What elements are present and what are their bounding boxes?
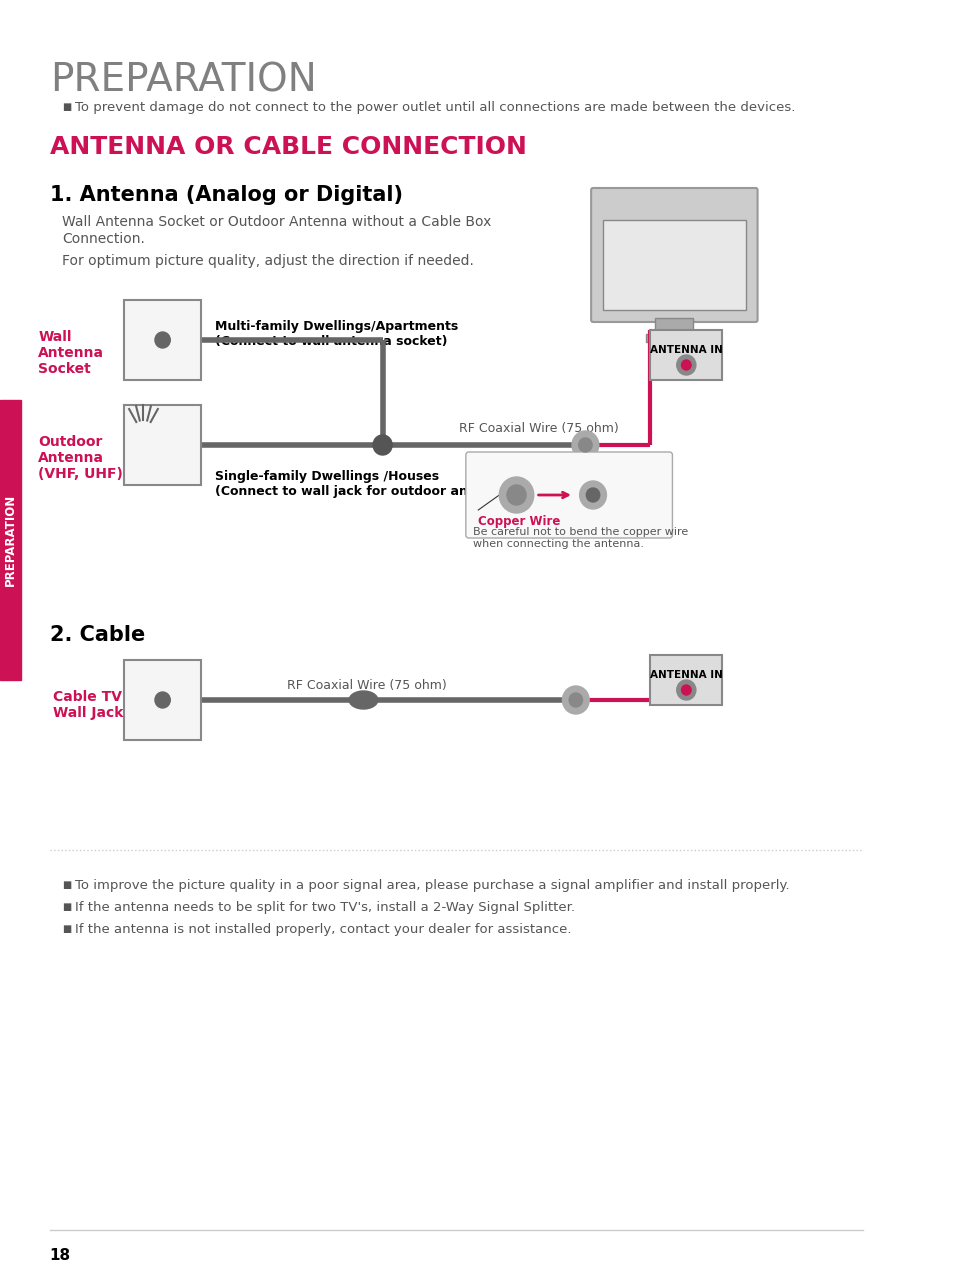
- Bar: [124, 660, 201, 740]
- Text: 1. Antenna (Analog or Digital): 1. Antenna (Analog or Digital): [50, 184, 402, 205]
- Bar: [0, 399, 21, 681]
- Bar: [645, 335, 702, 342]
- Text: For optimum picture quality, adjust the direction if needed.: For optimum picture quality, adjust the …: [62, 254, 474, 268]
- Text: Wall Antenna Socket or Outdoor Antenna without a Cable Box: Wall Antenna Socket or Outdoor Antenna w…: [62, 215, 491, 229]
- Circle shape: [578, 438, 592, 452]
- Bar: [124, 404, 201, 485]
- Text: ANTENNA IN: ANTENNA IN: [649, 345, 722, 355]
- Text: If the antenna needs to be split for two TV's, install a 2-Way Signal Splitter.: If the antenna needs to be split for two…: [74, 901, 574, 915]
- Circle shape: [569, 693, 582, 707]
- Text: ■: ■: [62, 902, 71, 912]
- Text: Cable TV
Wall Jack: Cable TV Wall Jack: [52, 689, 123, 720]
- Bar: [650, 655, 721, 705]
- Text: ANTENNA IN: ANTENNA IN: [649, 670, 722, 681]
- Bar: [602, 220, 745, 310]
- Text: RF Coaxial Wire (75 ohm): RF Coaxial Wire (75 ohm): [287, 679, 446, 692]
- Text: Be careful not to bend the copper wire
when connecting the antenna.: Be careful not to bend the copper wire w…: [473, 527, 688, 548]
- Circle shape: [676, 681, 695, 700]
- Text: 18: 18: [50, 1248, 71, 1263]
- Circle shape: [676, 355, 695, 375]
- Text: ANTENNA OR CABLE CONNECTION: ANTENNA OR CABLE CONNECTION: [50, 135, 526, 159]
- Circle shape: [373, 435, 392, 455]
- Circle shape: [586, 488, 599, 502]
- Circle shape: [154, 332, 170, 349]
- Text: To prevent damage do not connect to the power outlet until all connections are m: To prevent damage do not connect to the …: [74, 100, 794, 114]
- Text: Copper Wire: Copper Wire: [477, 515, 560, 528]
- Text: 2. Cable: 2. Cable: [50, 625, 145, 645]
- Bar: [124, 300, 201, 380]
- Circle shape: [498, 477, 533, 513]
- Circle shape: [562, 686, 589, 714]
- FancyBboxPatch shape: [465, 452, 672, 538]
- Bar: [655, 318, 693, 329]
- Circle shape: [680, 360, 690, 370]
- Ellipse shape: [349, 691, 377, 709]
- FancyBboxPatch shape: [591, 188, 757, 322]
- Circle shape: [579, 481, 606, 509]
- Text: PREPARATION: PREPARATION: [50, 62, 316, 100]
- Text: RF Coaxial Wire (75 ohm): RF Coaxial Wire (75 ohm): [458, 422, 618, 435]
- Text: ■: ■: [62, 102, 71, 112]
- Circle shape: [680, 686, 690, 695]
- Text: Wall
Antenna
Socket: Wall Antenna Socket: [38, 329, 104, 377]
- Text: If the antenna is not installed properly, contact your dealer for assistance.: If the antenna is not installed properly…: [74, 923, 571, 936]
- Text: To improve the picture quality in a poor signal area, please purchase a signal a: To improve the picture quality in a poor…: [74, 879, 788, 892]
- Circle shape: [572, 431, 598, 459]
- Text: ■: ■: [62, 880, 71, 890]
- Text: Single-family Dwellings /Houses
(Connect to wall jack for outdoor antenna): Single-family Dwellings /Houses (Connect…: [215, 469, 514, 499]
- Text: Multi-family Dwellings/Apartments
(Connect to wall antenna socket): Multi-family Dwellings/Apartments (Conne…: [215, 321, 458, 349]
- Text: Outdoor
Antenna
(VHF, UHF): Outdoor Antenna (VHF, UHF): [38, 435, 123, 481]
- Circle shape: [154, 692, 170, 709]
- Text: ■: ■: [62, 923, 71, 934]
- Text: Connection.: Connection.: [62, 232, 145, 245]
- Bar: [650, 329, 721, 380]
- Circle shape: [506, 485, 525, 505]
- Text: PREPARATION: PREPARATION: [4, 494, 17, 586]
